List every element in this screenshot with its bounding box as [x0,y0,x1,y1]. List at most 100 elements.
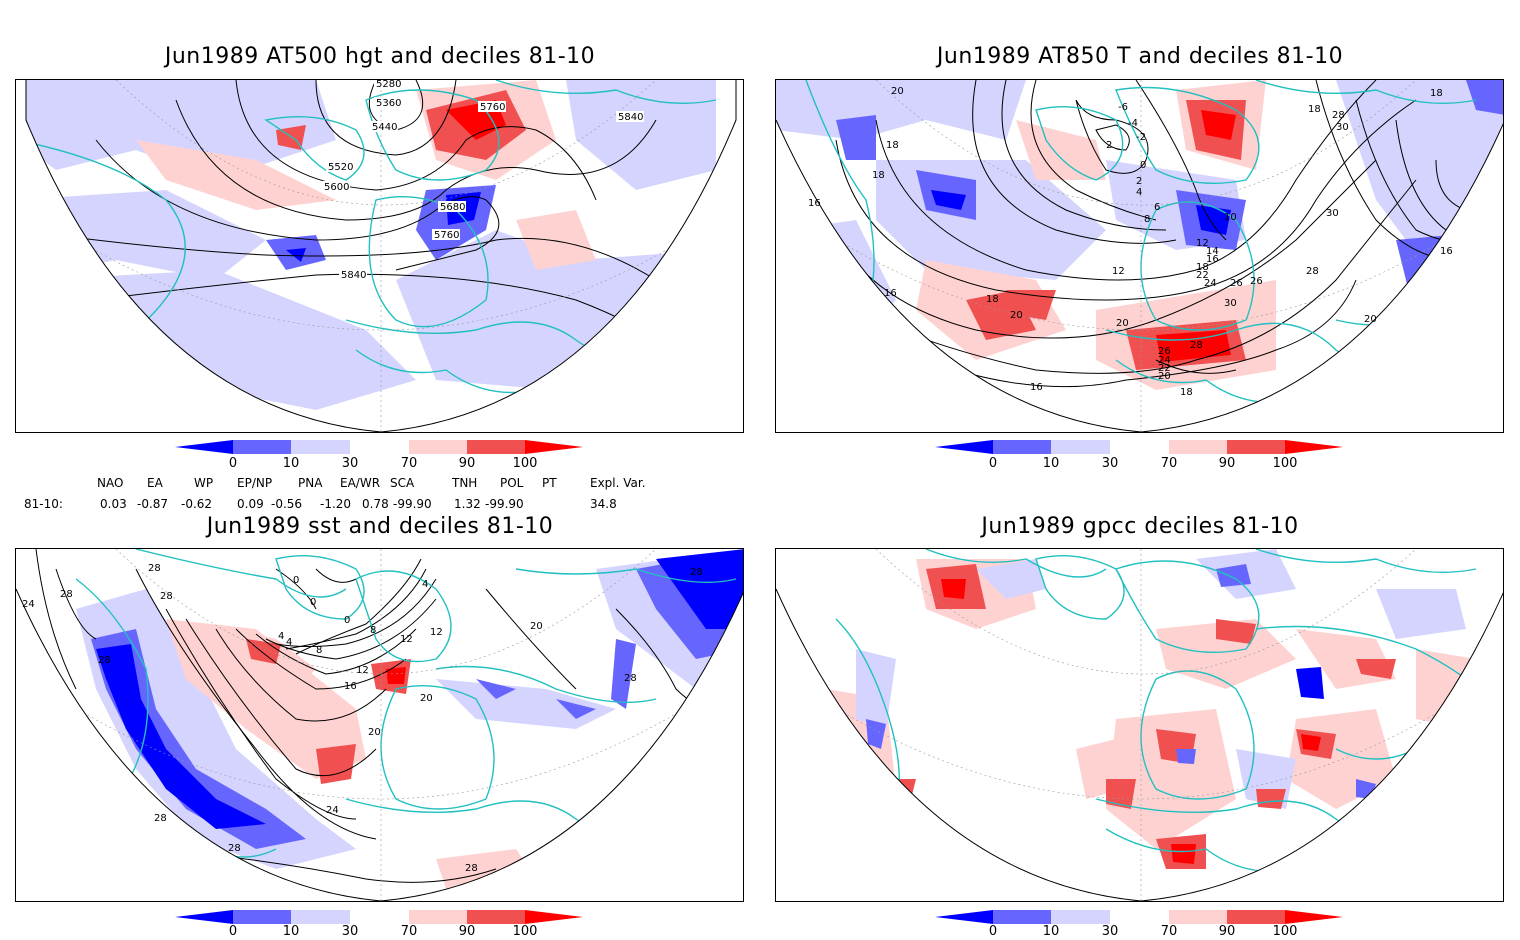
tele-value: -99.90 [485,497,524,511]
contour-label: 10 [1224,212,1237,223]
contour-label: 26 [1250,276,1263,287]
contour-label: 30 [1336,122,1349,133]
contour-label: 6 [1154,202,1160,213]
map-panel-sst: 28 28 24 28 28 0 0 4 0 4 8 12 12 16 20 2… [15,548,744,902]
tele-value: 0.78 [362,497,389,511]
contour-label: 0 [1140,160,1146,171]
contour-label: 28 [1306,266,1319,277]
contour-label: 5760 [480,102,505,113]
tele-header: EP/NP [237,476,273,490]
tele-header: TNH [452,476,478,490]
tele-value: -0.56 [271,497,303,511]
colorbar-label: 100 [1272,924,1298,939]
contour-label: 0 [293,575,299,586]
contour-label: 2 [1136,176,1142,187]
tele-header: EA [147,476,163,490]
tele-header: WP [194,476,214,490]
colorbar-label: 0 [988,456,998,471]
contour-label: 24 [22,599,35,610]
colorbar-top-left [175,440,583,454]
colorbar-swatch [175,440,233,454]
contour-label: 26 [1158,346,1171,357]
colorbar-label: 90 [1218,456,1236,471]
colorbar-label: 70 [400,456,418,471]
contour-label: 20 [530,621,543,632]
colorbar-label: 10 [1042,924,1060,939]
contour-label: 24 [326,805,339,816]
colorbar-label: 10 [282,924,300,939]
tele-header: PT [542,476,557,490]
contour-label: 28 [1332,110,1345,121]
colorbar-bottom-right [935,910,1343,924]
colorbar-label: 70 [1160,924,1178,939]
panel-title-at850: Jun1989 AT850 T and deciles 81-10 [936,44,1344,69]
contour-label: 5840 [618,112,643,123]
contour-label: 28 [148,563,161,574]
map-panel-at850: 20 18 16 18 16 -6 -4 -2 0 2 2 4 6 8 10 1… [775,79,1504,433]
map-at850-svg: 20 18 16 18 16 -6 -4 -2 0 2 2 4 6 8 10 1… [776,80,1503,432]
colorbar-bottom-left [175,910,583,924]
colorbar-label: 100 [1272,456,1298,471]
colorbar-label: 30 [1101,456,1119,471]
contour-label: 12 [1196,238,1209,249]
contour-label: 26 [1230,278,1243,289]
colorbar-label: 70 [1160,456,1178,471]
contour-label: 22 [1196,270,1209,281]
contour-label: 16 [884,288,897,299]
contour-label: 24 [1204,278,1217,289]
tele-value: 0.09 [237,497,264,511]
contour-label: 28 [1190,340,1203,351]
contour-label: 5280 [376,80,401,90]
contour-label: 16 [1440,246,1453,257]
colorbar-label: 30 [341,456,359,471]
contour-label: 4 [422,579,428,590]
contour-label: 20 [891,86,904,97]
contour-label: 0 [310,597,316,608]
colorbar-label: 30 [341,924,359,939]
tele-header: Expl. Var. [590,476,646,490]
colorbar-top-right [935,440,1343,454]
contour-label: 18 [1308,104,1321,115]
colorbar-label: 90 [458,924,476,939]
panel-title-gpcc: Jun1989 gpcc deciles 81-10 [981,514,1299,539]
contour-label: 16 [344,681,357,692]
colorbar-label: 90 [1218,924,1236,939]
colorbar-label: 90 [458,456,476,471]
colorbar-label: 0 [228,456,238,471]
panel-title-sst: Jun1989 sst and deciles 81-10 [206,514,554,539]
contour-label: 5360 [376,98,401,109]
colorbar-label: 30 [1101,924,1119,939]
contour-label: 20 [1116,318,1129,329]
contour-label: 18 [1430,88,1443,99]
colorbar-label: 10 [1042,456,1060,471]
contour-label: 16 [808,198,821,209]
tele-header: PNA [298,476,323,490]
contour-label: 5600 [324,182,349,193]
tele-header: POL [500,476,524,490]
map-at500-svg: 5280 5360 5440 5520 5600 5680 5760 5840 … [25,80,737,432]
contour-label: 14 [1206,246,1219,257]
contour-label: 5760 [434,230,459,241]
contour-label: 4 [1136,187,1142,198]
colorbar-label: 10 [282,456,300,471]
contour-label: 18 [886,140,899,151]
colorbar-label: 100 [512,456,538,471]
contour-label: 2 [1106,140,1112,151]
contour-label: 28 [228,843,241,854]
tele-value: -0.87 [137,497,169,511]
map-sst-svg: 28 28 24 28 28 0 0 4 0 4 8 12 12 16 20 2… [16,549,743,901]
tele-value: 0.03 [100,497,127,511]
contour-label: -2 [1136,132,1146,143]
contour-label: 5440 [372,122,397,133]
map-gpcc-svg [776,549,1503,901]
contour-label: 18 [1180,387,1193,398]
tele-value: 34.8 [590,497,617,511]
colorbar-label: 0 [228,924,238,939]
contour-label: 30 [1224,298,1237,309]
contour-label: 28 [624,673,637,684]
contour-label: 12 [1112,266,1125,277]
contour-label: 20 [368,727,381,738]
tele-value: -99.90 [393,497,432,511]
colorbar-label: 100 [512,924,538,939]
contour-label: 12 [400,634,413,645]
